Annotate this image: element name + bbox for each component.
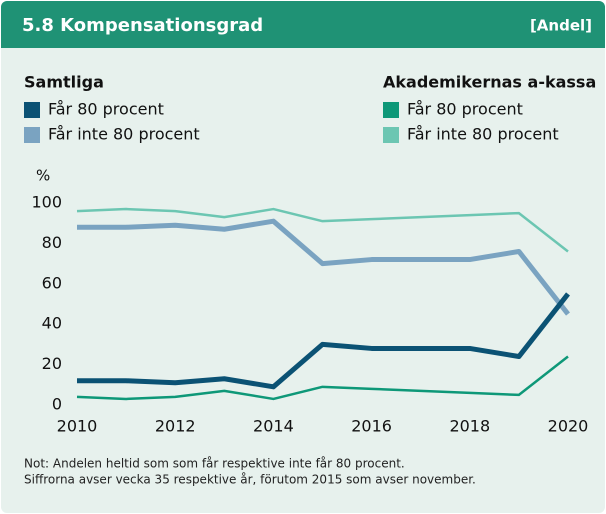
chart-title: 5.8 Kompensationsgrad: [22, 15, 263, 36]
x-tick-label: 2012: [155, 417, 196, 436]
header-bottom: [1, 30, 605, 48]
x-tick-label: 2020: [548, 417, 589, 436]
y-tick-label: 60: [42, 273, 62, 292]
legend-label: Får 80 procent: [407, 100, 523, 119]
legend-swatch: [383, 127, 399, 143]
legend-label: Får inte 80 procent: [407, 125, 559, 144]
x-tick-label: 2014: [253, 417, 294, 436]
x-tick-label: 2010: [57, 417, 98, 436]
legend-label: Får inte 80 procent: [48, 125, 200, 144]
chart-subtitle: [Andel]: [530, 17, 592, 35]
y-tick-label: 40: [42, 314, 62, 333]
y-axis-label: %: [36, 167, 50, 185]
x-tick-label: 2016: [351, 417, 392, 436]
line: [77, 292, 570, 390]
legend-group-title: Akademikernas a-kassa: [383, 73, 596, 92]
legend-group-title: Samtliga: [24, 73, 104, 92]
y-tick-label: 80: [42, 233, 62, 252]
line: [77, 218, 570, 316]
legend-swatch: [383, 102, 399, 118]
legend-swatch: [24, 127, 40, 143]
note: Not: Andelen heltid som som får respekti…: [24, 457, 405, 471]
legend-label: Får 80 procent: [48, 100, 164, 119]
note: Siffrorna avser vecka 35 respektive år, …: [24, 473, 476, 487]
x-tick-label: 2018: [449, 417, 490, 436]
y-tick-label: 20: [42, 354, 62, 373]
line: [76, 355, 569, 401]
y-tick-label: 0: [52, 395, 62, 414]
legend-swatch: [24, 102, 40, 118]
line: [76, 207, 569, 253]
y-tick-label: 100: [31, 193, 62, 212]
